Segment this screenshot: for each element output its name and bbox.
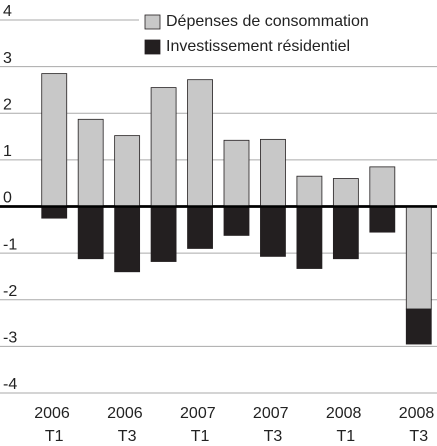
- bar: [223, 206, 250, 236]
- bar: [150, 87, 177, 207]
- bar: [41, 73, 68, 207]
- x-tick-label: 2007 T1: [180, 405, 220, 445]
- bar: [77, 118, 104, 207]
- bar: [405, 308, 432, 345]
- x-tick-label: 2008 T3: [399, 405, 437, 445]
- y-tick-label: -3: [3, 330, 17, 347]
- bar: [114, 135, 141, 207]
- bar: [41, 206, 68, 219]
- x-tick-label: 2006 T1: [34, 405, 74, 445]
- y-tick-label: 2: [3, 96, 12, 113]
- bar: [150, 206, 177, 262]
- bar: [332, 206, 359, 260]
- bar: [369, 206, 396, 233]
- legend-label: Investissement résidentiel: [166, 38, 350, 55]
- bar: [187, 206, 213, 249]
- legend-swatch: [144, 14, 161, 30]
- bar: [260, 206, 286, 257]
- bar: [260, 138, 286, 207]
- bar: [114, 206, 141, 273]
- bar: [369, 166, 396, 207]
- bar: [332, 178, 359, 207]
- legend-swatch: [144, 39, 161, 55]
- x-tick-label: 2008 T1: [326, 405, 366, 445]
- x-tick-label: 2006 T3: [107, 405, 147, 445]
- legend-label: Dépenses de consommation: [166, 13, 369, 30]
- bar: [296, 175, 323, 207]
- bar: [223, 139, 250, 207]
- x-tick-label: 2007 T3: [253, 405, 293, 445]
- bar: [77, 206, 104, 260]
- bar: [187, 79, 213, 207]
- legend-bg: [139, 6, 437, 60]
- y-tick-label: -4: [3, 376, 17, 393]
- y-tick-label: 4: [3, 3, 12, 20]
- bar: [405, 206, 432, 310]
- bar: [296, 206, 323, 269]
- y-tick-label: -1: [3, 236, 17, 253]
- y-tick-label: -2: [3, 283, 17, 300]
- y-tick-label: 1: [3, 143, 12, 160]
- y-tick-label: 3: [3, 50, 12, 67]
- y-tick-label: 0: [3, 190, 12, 207]
